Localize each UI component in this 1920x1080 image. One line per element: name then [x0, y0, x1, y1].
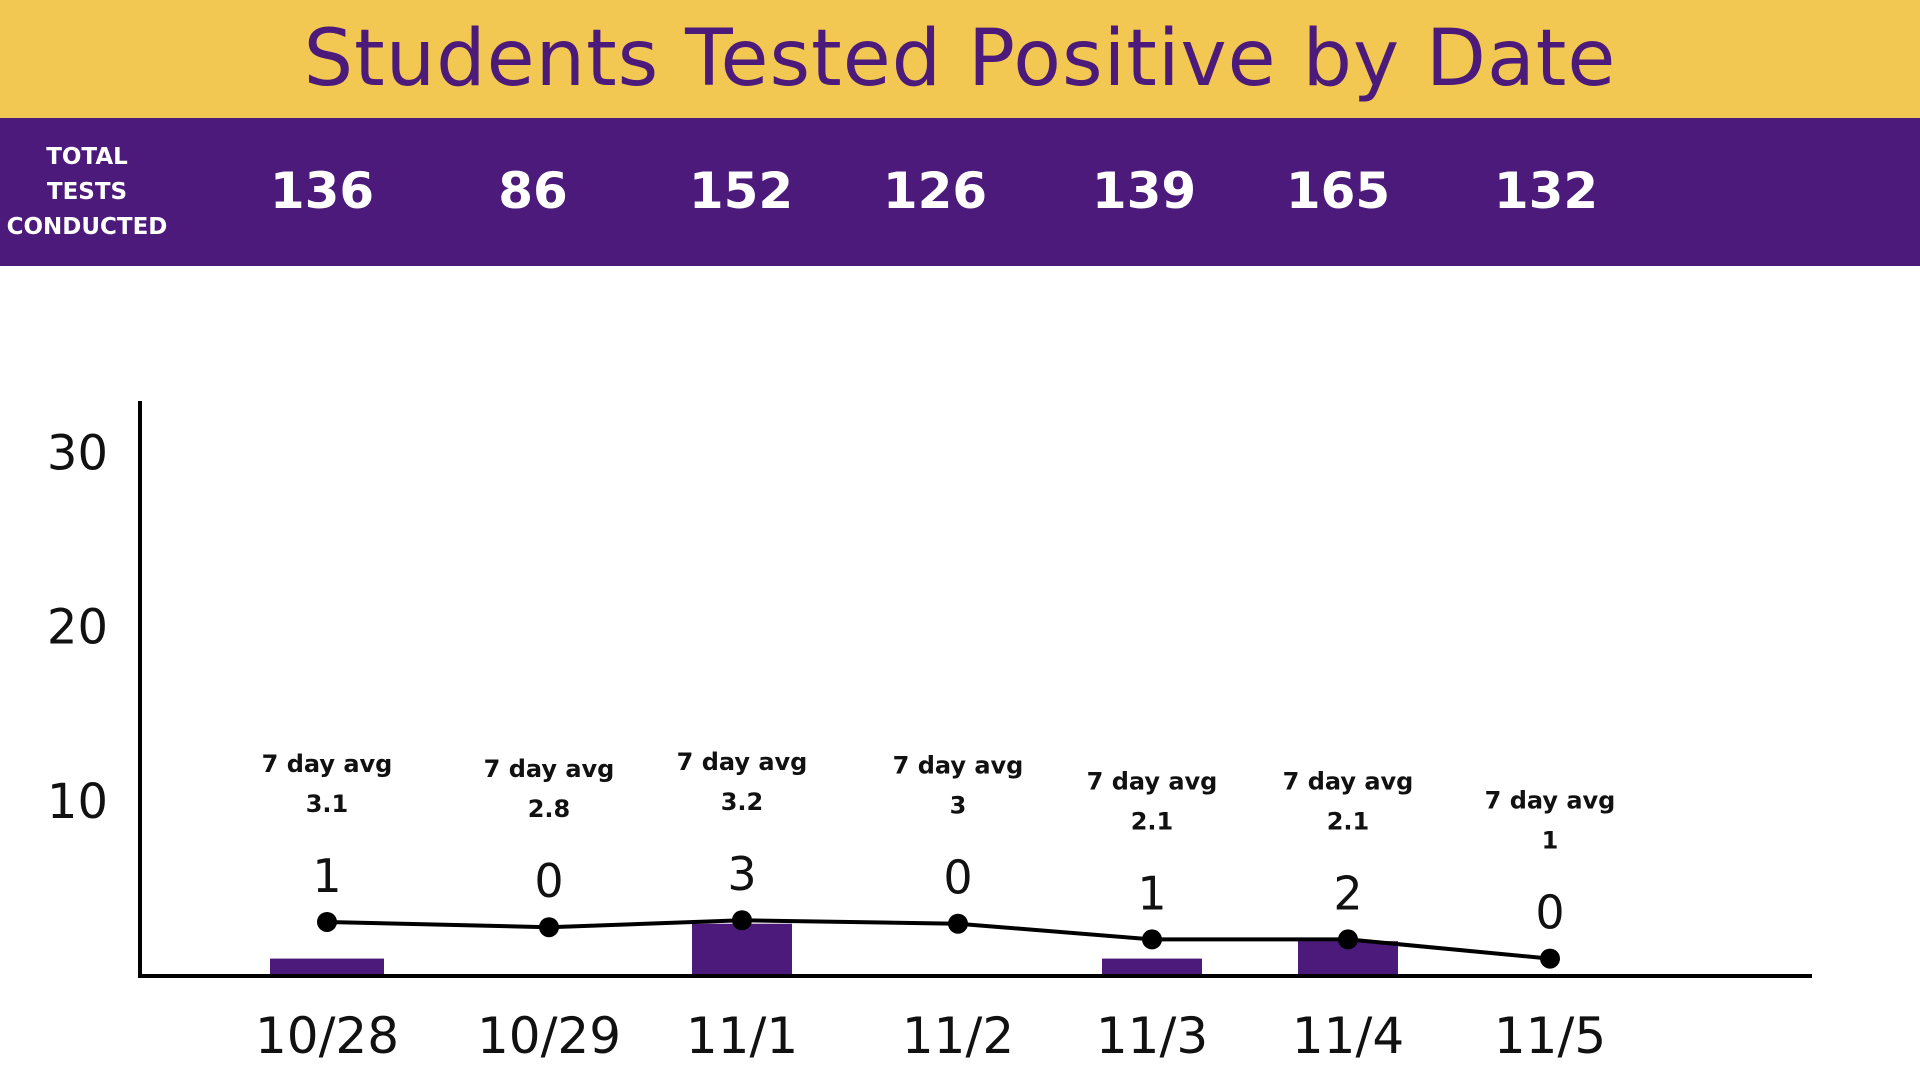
avg-value-label: 1	[1542, 827, 1559, 855]
total-tests-banner: TOTAL TESTS CONDUCTED 136 86 152 126 139…	[0, 118, 1920, 266]
avg-label-title: 7 day avg	[1087, 767, 1218, 795]
y-tick-label: 10	[47, 774, 108, 830]
y-tick-label: 20	[47, 600, 108, 656]
total-tests-label-line: TOTAL	[46, 144, 128, 170]
test-count-10-28: 136	[269, 162, 375, 220]
avg-point	[948, 913, 968, 934]
total-tests-label-line: CONDUCTED	[6, 214, 168, 240]
avg-point	[1142, 929, 1162, 950]
avg-value-label: 3	[950, 792, 967, 820]
x-tick-label: 11/1	[686, 1007, 798, 1065]
x-tick-label: 11/5	[1494, 1007, 1606, 1065]
avg-labels: 7 day avg 3.1 7 day avg 2.8 7 day avg 3.2 7 da…	[262, 748, 1616, 854]
avg-point	[539, 917, 559, 938]
bar-value-label: 2	[1333, 866, 1362, 920]
x-tick-label: 10/29	[477, 1007, 621, 1065]
avg-value-label: 2.8	[528, 795, 571, 823]
x-tick-label: 11/2	[902, 1007, 1014, 1065]
test-count-11-2: 126	[882, 162, 988, 220]
bars-group	[270, 923, 1398, 976]
avg-point	[732, 910, 752, 931]
bar-value-label: 0	[534, 854, 563, 908]
avg-value-label: 2.1	[1327, 807, 1370, 835]
avg-label-title: 7 day avg	[262, 750, 393, 778]
bar-11-1	[692, 923, 792, 976]
x-tick-label: 11/4	[1292, 1007, 1404, 1065]
avg-label-title: 7 day avg	[677, 748, 808, 776]
bar-value-label: 1	[312, 849, 341, 903]
bar-value-label: 0	[1535, 886, 1564, 940]
bar-value-label: 3	[727, 847, 756, 901]
test-count-11-3: 139	[1091, 162, 1197, 220]
avg-point	[317, 911, 337, 932]
avg-point	[1338, 929, 1358, 950]
bar-11-3	[1102, 958, 1202, 976]
avg-value-label: 3.2	[721, 788, 764, 816]
title-banner: Students Tested Positive by Date	[0, 0, 1920, 118]
total-tests-label-line: TESTS	[46, 179, 128, 205]
value-labels: 1 0 3 0 1 2 0	[312, 847, 1564, 939]
avg-label-title: 7 day avg	[1485, 787, 1616, 815]
y-tick-label: 30	[47, 425, 108, 481]
test-count-10-29: 86	[498, 162, 568, 220]
avg-value-label: 3.1	[306, 790, 349, 818]
avg-label-title: 7 day avg	[893, 752, 1024, 780]
avg-line-group	[317, 910, 1560, 969]
avg-value-label: 2.1	[1131, 807, 1174, 835]
x-tick-labels: 10/28 10/29 11/1 11/2 11/3 11/4 11/5	[255, 1007, 1606, 1065]
bar-value-label: 0	[943, 851, 972, 905]
test-count-11-1: 152	[688, 162, 794, 220]
y-tick-labels: 10 20 30	[47, 425, 108, 829]
x-tick-label: 10/28	[255, 1007, 399, 1065]
total-tests-label: TOTAL TESTS CONDUCTED	[0, 140, 174, 245]
bar-value-label: 1	[1137, 866, 1166, 920]
x-tick-label: 11/3	[1096, 1007, 1208, 1065]
test-count-11-4: 165	[1285, 162, 1391, 220]
avg-point	[1540, 948, 1560, 969]
page-title: Students Tested Positive by Date	[303, 14, 1617, 104]
avg-label-title: 7 day avg	[484, 755, 615, 783]
test-count-11-5: 132	[1493, 162, 1599, 220]
avg-label-title: 7 day avg	[1283, 767, 1414, 795]
bar-10-28	[270, 958, 384, 976]
